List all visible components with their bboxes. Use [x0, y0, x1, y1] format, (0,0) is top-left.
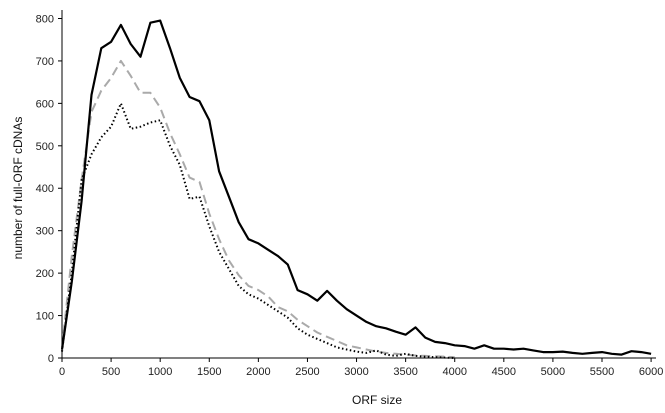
- y-tick-label: 500: [36, 141, 54, 153]
- x-tick-label: 3000: [344, 366, 368, 378]
- y-tick-label: 300: [36, 226, 54, 238]
- x-tick-label: 6000: [639, 366, 663, 378]
- series-lines: [60, 19, 652, 359]
- x-tick-label: 1000: [148, 366, 172, 378]
- y-tick-label: 200: [36, 268, 54, 280]
- y-tick-label: 400: [36, 183, 54, 195]
- x-tick-label: 0: [59, 366, 65, 378]
- axes: [58, 10, 656, 362]
- x-tick-label: 4000: [442, 366, 466, 378]
- series-line-dashed: [61, 59, 455, 359]
- y-tick-label: 600: [36, 98, 54, 110]
- y-axis-title: number of full-ORF cDNAs: [11, 117, 25, 260]
- y-tick-label: 700: [36, 56, 54, 68]
- x-tick-label: 5000: [541, 366, 565, 378]
- x-tick-label: 2500: [295, 366, 319, 378]
- x-tick-label: 5500: [590, 366, 614, 378]
- x-axis-title: ORF size: [352, 393, 402, 407]
- series-line-solid: [60, 19, 652, 356]
- x-tick-label: 1500: [197, 366, 221, 378]
- x-tick-label: 4500: [492, 366, 516, 378]
- tick-labels: 0 500 1000 1500 2000 2500 3000 3500 4000 4500 5000…: [36, 13, 664, 378]
- x-tick-label: 3500: [393, 366, 417, 378]
- y-tick-label: 100: [36, 311, 54, 323]
- x-tick-label: 500: [102, 366, 120, 378]
- series-line-dotted: [61, 102, 455, 359]
- y-tick-label: 800: [36, 13, 54, 25]
- y-tick-label: 0: [48, 353, 54, 365]
- x-tick-label: 2000: [246, 366, 270, 378]
